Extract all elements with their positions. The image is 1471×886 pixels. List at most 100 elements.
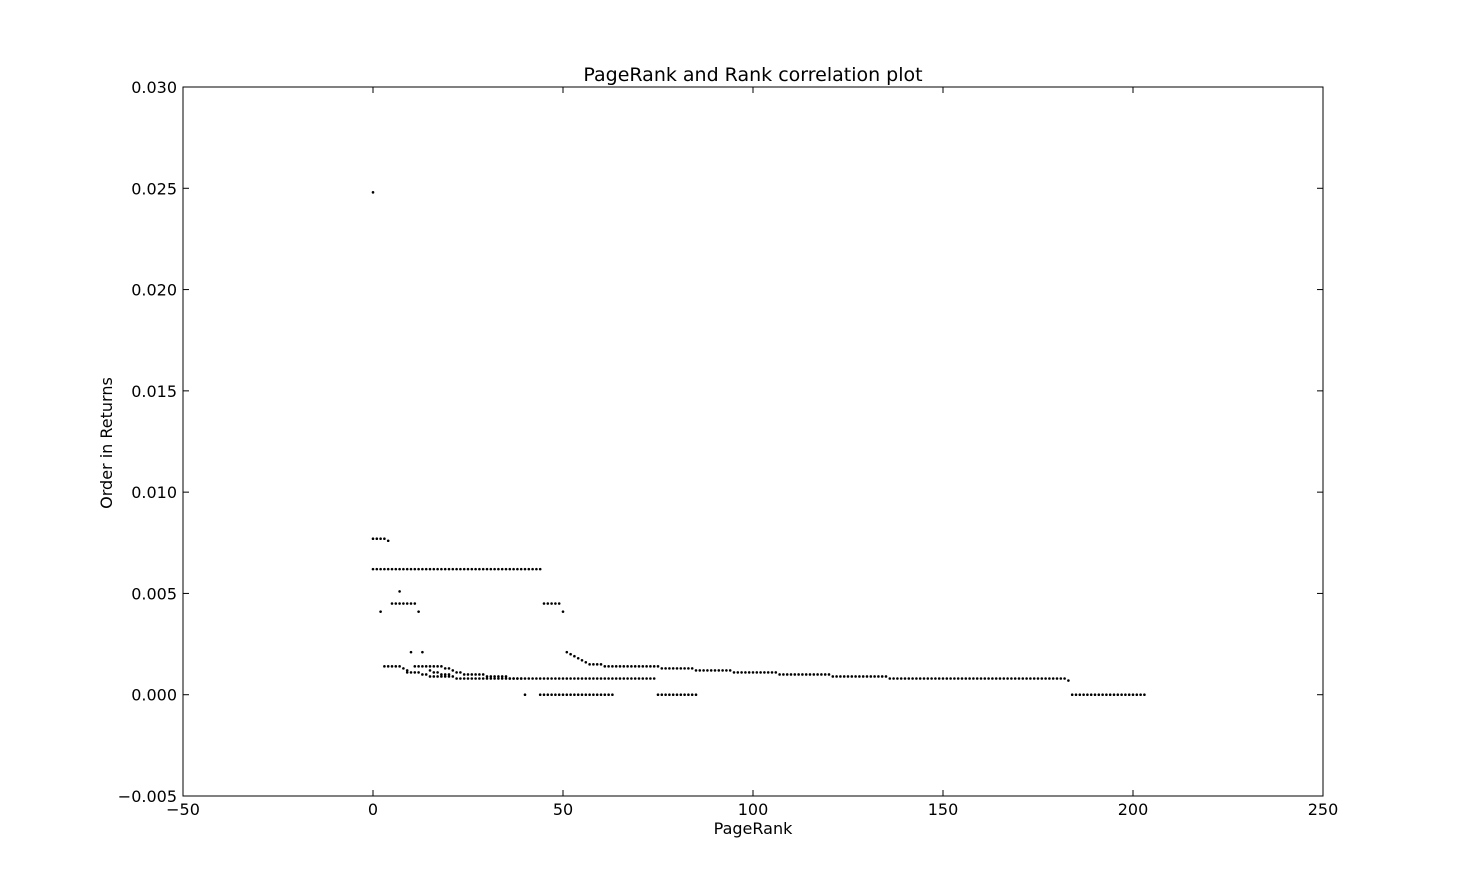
data-point — [664, 667, 667, 670]
data-point — [702, 669, 705, 672]
data-point — [983, 677, 987, 680]
data-point — [1101, 693, 1104, 697]
data-point — [474, 673, 477, 676]
data-point — [466, 677, 470, 680]
data-point — [455, 677, 458, 680]
data-point — [1070, 693, 1074, 697]
data-point — [489, 567, 493, 571]
data-point — [789, 673, 793, 676]
data-point — [500, 677, 504, 680]
data-point — [489, 675, 493, 678]
data-point — [1017, 677, 1021, 680]
data-point — [542, 677, 546, 680]
data-point — [497, 567, 500, 571]
data-point — [599, 663, 603, 666]
data-point — [512, 567, 515, 571]
data-point — [1135, 693, 1139, 697]
data-point — [588, 663, 591, 666]
data-point — [732, 671, 736, 674]
data-point — [816, 673, 819, 676]
data-point — [417, 671, 420, 674]
data-point — [550, 677, 553, 680]
data-point — [402, 567, 405, 571]
data-point — [801, 673, 804, 676]
data-point — [960, 677, 964, 680]
data-point — [641, 665, 645, 668]
data-point — [565, 650, 569, 654]
data-point — [782, 673, 785, 676]
data-point — [424, 673, 428, 676]
data-point — [892, 677, 895, 680]
data-point — [580, 677, 584, 680]
data-point — [1059, 677, 1063, 680]
data-point — [398, 567, 401, 571]
data-point — [626, 665, 629, 668]
data-point — [470, 677, 474, 680]
data-point — [561, 677, 565, 680]
data-point — [451, 675, 455, 678]
data-point — [516, 567, 519, 571]
data-point — [747, 671, 751, 674]
data-point — [508, 567, 512, 571]
data-point — [683, 667, 686, 670]
data-point — [633, 665, 637, 668]
data-point — [557, 677, 561, 680]
data-point — [671, 667, 675, 670]
data-point — [478, 677, 481, 680]
data-point — [527, 567, 531, 571]
data-point — [736, 671, 740, 674]
data-point — [542, 602, 546, 605]
data-point — [516, 677, 519, 680]
data-point — [713, 669, 717, 672]
data-point — [899, 677, 903, 680]
data-point — [660, 667, 664, 670]
data-point — [968, 677, 971, 680]
data-point — [956, 677, 960, 680]
data-point — [402, 602, 405, 605]
data-point — [535, 567, 538, 571]
data-point — [538, 567, 542, 571]
data-point — [443, 567, 447, 571]
data-point — [687, 693, 690, 697]
data-point — [405, 602, 409, 605]
data-point — [538, 693, 542, 697]
x-tick-label: 150 — [928, 800, 959, 819]
data-point — [858, 675, 861, 678]
data-point — [493, 675, 496, 678]
data-point — [405, 669, 409, 672]
data-point — [607, 677, 610, 680]
data-point — [383, 665, 386, 668]
data-point — [656, 693, 660, 697]
data-point — [474, 677, 477, 680]
data-point — [1036, 677, 1040, 680]
data-point — [607, 665, 610, 668]
data-point — [854, 675, 857, 678]
data-point — [580, 658, 584, 662]
data-point — [614, 665, 618, 668]
data-point — [535, 677, 538, 680]
data-point — [831, 675, 835, 678]
data-point — [443, 667, 447, 670]
data-point — [394, 665, 398, 668]
data-point — [641, 677, 645, 680]
data-point — [432, 665, 436, 668]
data-point — [565, 693, 569, 697]
data-point — [877, 675, 880, 678]
data-point — [409, 567, 413, 571]
data-point — [428, 675, 432, 678]
data-point — [888, 677, 892, 680]
data-point — [497, 675, 500, 678]
data-point — [637, 677, 641, 680]
data-point — [861, 675, 865, 678]
data-point — [546, 602, 550, 605]
data-point — [846, 675, 850, 678]
data-point — [645, 677, 648, 680]
data-point — [998, 677, 1002, 680]
data-points — [371, 191, 1146, 697]
data-point — [538, 677, 542, 680]
data-point — [436, 671, 439, 674]
data-point — [740, 671, 743, 674]
data-point — [603, 665, 607, 668]
data-point — [550, 602, 553, 605]
data-point — [850, 675, 854, 678]
